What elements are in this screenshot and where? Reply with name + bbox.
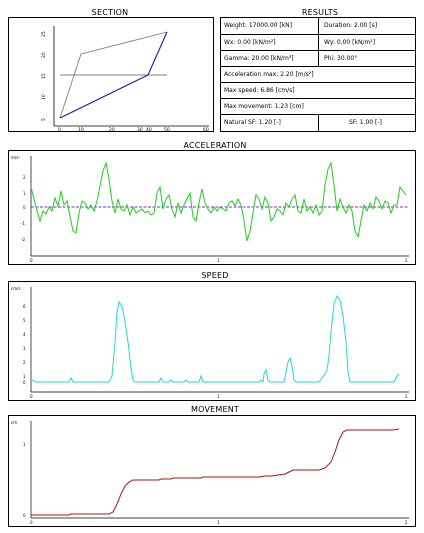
acceleration-x-tick: 0 <box>30 258 33 263</box>
section-x-tick: 30 <box>137 127 143 131</box>
results-row: Natural SF: 1.20 [-] SF: 1.00 [-] <box>221 114 415 132</box>
section-y-tick: 25 <box>41 31 47 37</box>
section-x-tick: 40 <box>146 127 152 131</box>
results-row: Max movement: 1.23 [cm] <box>221 98 415 115</box>
speed-x-tick: 1 <box>217 394 220 399</box>
results-max-speed: Max speed: 6.86 [cm/s] <box>224 87 295 94</box>
results-phi: Phi: 30.00° <box>324 55 358 62</box>
section-y-tick: 15 <box>41 73 47 79</box>
speed-y-tick: 5 <box>23 318 26 323</box>
acceleration-y-tick: 2 <box>23 175 26 180</box>
speed-y-tick: 6 <box>23 304 26 309</box>
section-x-tick: 50 <box>164 127 170 131</box>
speed-y-tick: 2 <box>23 360 26 365</box>
movement-series <box>31 428 400 516</box>
speed-y-tick: 3 <box>23 346 26 351</box>
results-accel-max: Acceleration max: 2.20 [m/s²] <box>224 71 314 78</box>
movement-x-tick: 1 <box>217 520 220 525</box>
movement-plot: cm 1 0 0 1 2 <box>11 420 409 525</box>
acceleration-unit: m/s² <box>11 155 20 160</box>
acceleration-y-tick: 1 <box>23 191 26 196</box>
section-x-tick: 60 <box>203 127 209 131</box>
section-x-ticks: 0 10 20 30 40 50 60 <box>58 127 209 131</box>
movement-unit: cm <box>11 420 17 425</box>
section-y-tick: 20 <box>41 52 47 58</box>
speed-unit: cm/s <box>11 286 21 291</box>
section-title: SECTION <box>91 8 129 17</box>
results-row: Max speed: 6.86 [cm/s] <box>221 82 415 99</box>
movement-y-tick: 1 <box>23 442 26 447</box>
section-y-ticks: 5 10 15 20 25 <box>41 31 47 121</box>
results-row: Acceleration max: 2.20 [m/s²] <box>221 66 415 83</box>
results-max-movement: Max movement: 1.23 [cm] <box>224 103 304 110</box>
section-y-tick: 10 <box>41 94 47 100</box>
speed-plot: cm/s 6 5 4 3 2 1 0 0 1 2 <box>11 286 409 399</box>
results-wx: Wx: 0.00 [kN/m²] <box>224 39 276 46</box>
movement-title: MOVEMENT <box>190 405 239 414</box>
section-x-tick: 20 <box>109 127 115 131</box>
speed-y-tick: 4 <box>23 332 26 337</box>
results-row: Gamma: 20.00 [kN/m³] Phi: 30.00° <box>221 50 415 67</box>
acceleration-plot: m/s² 2 1 0 -1 -2 0 1 2 <box>11 155 409 263</box>
results-natural-sf: Natural SF: 1.20 [-] <box>224 119 281 126</box>
acceleration-y-tick: -1 <box>21 221 25 226</box>
speed-series <box>31 294 400 384</box>
movement-panel: cm 1 0 0 1 2 <box>8 415 416 527</box>
section-slip-surface <box>59 31 168 119</box>
results-table: Weight: 17000.00 [kN] Duration: 2.00 [s]… <box>220 17 416 132</box>
results-weight: Weight: 17000.00 [kN] <box>224 22 293 29</box>
section-panel: 5 10 15 20 25 0 10 20 30 40 50 60 <box>8 17 214 132</box>
speed-y-tick: 0 <box>23 380 26 385</box>
results-gamma: Gamma: 20.00 [kN/m³] <box>224 55 294 62</box>
section-x-tick: 10 <box>78 127 84 131</box>
results-title: RESULTS <box>301 8 339 17</box>
speed-y-tick: 1 <box>23 374 26 379</box>
acceleration-y-tick: 0 <box>23 205 26 210</box>
acceleration-y-tick: -2 <box>21 237 25 242</box>
speed-panel: cm/s 6 5 4 3 2 1 0 0 1 2 <box>8 281 416 401</box>
movement-x-tick: 0 <box>30 520 33 525</box>
results-row: Wx: 0.00 [kN/m²] Wy: 0.00 [kN/m²] <box>221 34 415 51</box>
speed-x-tick: 2 <box>405 394 408 399</box>
results-sf: SF: 1.00 [-] <box>349 119 382 126</box>
acceleration-panel: m/s² 2 1 0 -1 -2 0 1 2 <box>8 150 416 265</box>
section-y-tick: 5 <box>41 118 47 121</box>
acceleration-x-tick: 2 <box>405 258 408 263</box>
section-plot: 5 10 15 20 25 0 10 20 30 40 50 60 <box>41 26 209 131</box>
acceleration-series <box>30 161 407 242</box>
results-wy: Wy: 0.00 [kN/m²] <box>324 39 376 46</box>
speed-x-tick: 0 <box>30 394 33 399</box>
section-x-tick: 0 <box>58 127 61 131</box>
section-upper-boundary <box>59 31 168 119</box>
movement-x-tick: 2 <box>405 520 408 525</box>
acceleration-x-tick: 1 <box>217 258 220 263</box>
movement-y-tick: 0 <box>23 513 26 518</box>
speed-title: SPEED <box>201 271 229 280</box>
results-duration: Duration: 2.00 [s] <box>324 22 378 29</box>
results-row: Weight: 17000.00 [kN] Duration: 2.00 [s] <box>221 18 415 34</box>
acceleration-title: ACCELERATION <box>183 141 247 150</box>
